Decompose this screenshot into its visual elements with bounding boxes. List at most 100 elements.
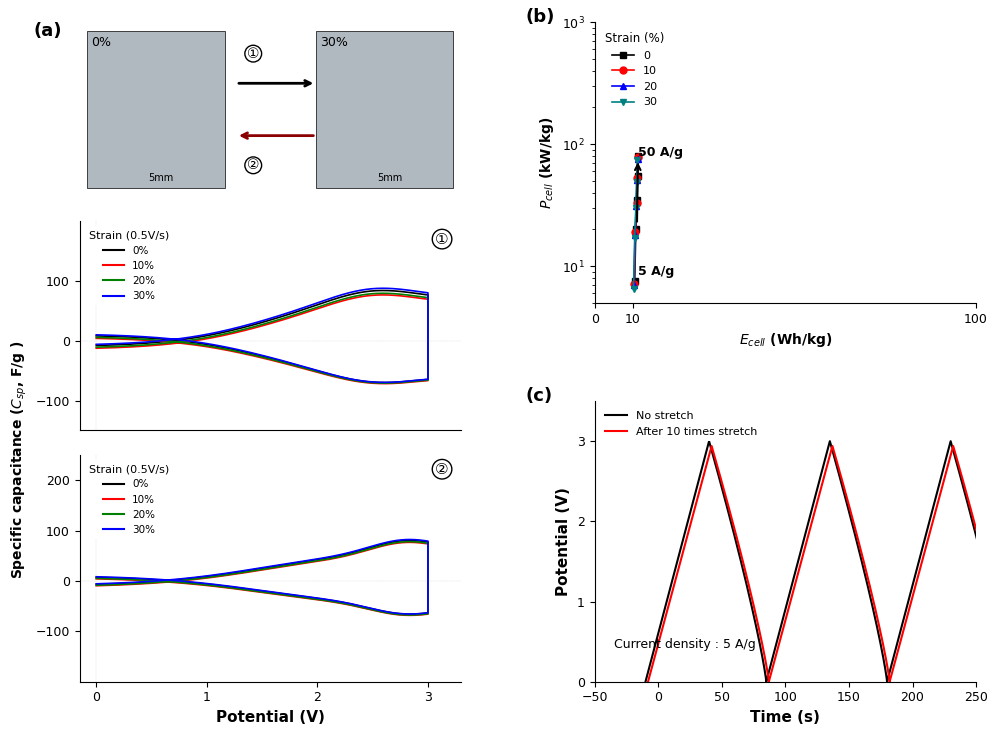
- Line: 0: 0: [631, 153, 642, 285]
- 20: [631, 154, 643, 163]
- 30%: [252, 350, 264, 359]
- No stretch: [965, 513, 977, 522]
- After 10 times stretch: [856, 548, 868, 556]
- 20: [630, 202, 642, 210]
- 30%: [91, 572, 103, 581]
- 0%: [361, 377, 373, 386]
- 30: [629, 204, 641, 213]
- No stretch: [639, 677, 651, 686]
- Text: 50 A/g: 50 A/g: [638, 146, 683, 159]
- 30%: [404, 610, 416, 619]
- 10%: [404, 611, 416, 619]
- 0%: [403, 536, 415, 545]
- 30: [630, 178, 642, 187]
- Line: 20%: 20%: [97, 293, 428, 383]
- 30%: [390, 536, 402, 545]
- Y-axis label: $P_{cell}$ (kW/kg): $P_{cell}$ (kW/kg): [539, 116, 557, 209]
- 20%: [378, 379, 390, 388]
- 20%: [404, 611, 416, 619]
- Legend: 0%, 10%, 20%, 30%: 0%, 10%, 20%, 30%: [85, 226, 173, 305]
- 0%: [404, 610, 416, 619]
- 30%: [208, 571, 220, 579]
- 10%: [91, 344, 103, 353]
- Text: (a): (a): [34, 22, 63, 40]
- 20%: [403, 537, 415, 546]
- After 10 times stretch: [716, 477, 728, 486]
- 30%: [376, 284, 388, 293]
- Text: (b): (b): [526, 8, 556, 26]
- 20%: [91, 574, 103, 582]
- 0%: [91, 331, 103, 340]
- After 10 times stretch: [968, 516, 980, 525]
- 0: [631, 196, 643, 205]
- 10%: [252, 588, 264, 597]
- 20%: [91, 342, 103, 351]
- 0: [629, 225, 641, 234]
- 0%: [252, 350, 264, 359]
- 10%: [392, 291, 404, 300]
- Legend: 0%, 10%, 20%, 30%: 0%, 10%, 20%, 30%: [85, 460, 173, 539]
- 0%: [361, 603, 373, 612]
- 20%: [309, 594, 321, 603]
- Line: 0%: 0%: [97, 540, 428, 614]
- 20%: [392, 290, 404, 299]
- 20%: [261, 564, 273, 573]
- 0%: [91, 573, 103, 582]
- 20%: [390, 538, 402, 547]
- 10: [632, 153, 644, 162]
- 10%: [208, 333, 220, 342]
- Line: 10%: 10%: [97, 295, 428, 384]
- Line: No stretch: No stretch: [645, 441, 996, 682]
- Line: 30%: 30%: [97, 539, 428, 614]
- 10%: [252, 353, 264, 362]
- FancyBboxPatch shape: [316, 31, 453, 188]
- After 10 times stretch: [705, 442, 717, 451]
- 30: [631, 156, 643, 165]
- No stretch: [713, 473, 725, 482]
- Text: ②: ②: [247, 159, 260, 173]
- 0: [628, 277, 640, 286]
- 10: [630, 199, 642, 207]
- Legend: 0, 10, 20, 30: 0, 10, 20, 30: [601, 27, 668, 112]
- Line: 20: 20: [630, 156, 641, 288]
- 20%: [91, 581, 103, 590]
- Line: 30%: 30%: [97, 288, 428, 382]
- 0%: [309, 594, 321, 602]
- 30%: [91, 330, 103, 339]
- 20%: [361, 604, 373, 613]
- 30%: [91, 340, 103, 349]
- No stretch: [658, 606, 670, 615]
- 10%: [309, 595, 321, 604]
- Text: 30%: 30%: [320, 36, 348, 49]
- No stretch: [703, 436, 715, 445]
- 10%: [309, 367, 321, 376]
- 30%: [361, 603, 373, 612]
- 0%: [261, 563, 273, 572]
- 20%: [376, 289, 388, 298]
- 20: [629, 230, 641, 239]
- 20%: [252, 587, 264, 596]
- 30%: [208, 328, 220, 337]
- Line: 10: 10: [630, 154, 641, 287]
- 10%: [261, 565, 273, 574]
- 0%: [392, 287, 404, 296]
- 20%: [361, 378, 373, 387]
- 0%: [252, 586, 264, 595]
- 30%: [91, 579, 103, 588]
- X-axis label: $E_{cell}$ (Wh/kg): $E_{cell}$ (Wh/kg): [739, 331, 832, 349]
- 10%: [376, 290, 388, 299]
- 0%: [309, 366, 321, 375]
- 10%: [378, 379, 390, 388]
- 10%: [91, 574, 103, 583]
- 10%: [390, 539, 402, 548]
- Y-axis label: Potential (V): Potential (V): [557, 487, 572, 596]
- Text: ①: ①: [247, 47, 260, 61]
- 10%: [91, 581, 103, 590]
- 30%: [378, 378, 390, 387]
- 0%: [376, 286, 388, 295]
- After 10 times stretch: [642, 677, 654, 686]
- After 10 times stretch: [935, 488, 947, 496]
- Legend: No stretch, After 10 times stretch: No stretch, After 10 times stretch: [601, 407, 762, 441]
- 0%: [390, 537, 402, 546]
- 30%: [309, 365, 321, 374]
